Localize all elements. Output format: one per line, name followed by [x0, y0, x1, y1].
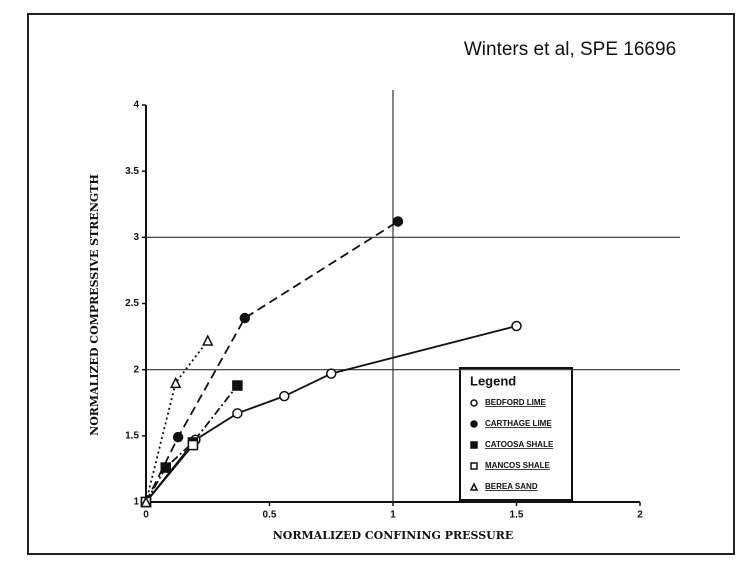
- marker: [469, 482, 479, 491]
- y-tick-label: 2: [133, 364, 139, 375]
- marker: [202, 334, 214, 346]
- marker: [470, 462, 478, 470]
- frame: [27, 13, 735, 555]
- legend-label: MANCOS SHALE: [485, 461, 551, 470]
- x-tick-label: 0: [143, 510, 149, 521]
- x-tick-label: 1: [390, 510, 396, 521]
- marker: [169, 376, 182, 389]
- marker: [232, 380, 243, 391]
- marker: [160, 462, 172, 473]
- legend-box: [459, 367, 573, 501]
- marker: [279, 390, 290, 402]
- x-tick-label: 1.5: [510, 510, 524, 521]
- y-tick-label: 1.5: [125, 430, 139, 441]
- annotation: Winters et al, SPE 16696: [464, 39, 676, 60]
- marker: [511, 320, 522, 332]
- y-tick-label: 4: [133, 100, 139, 111]
- y-tick-label: 3.5: [125, 166, 139, 177]
- marker: [470, 420, 478, 428]
- y-tick-label: 1: [133, 497, 139, 508]
- marker: [392, 216, 404, 227]
- marker: [187, 439, 199, 451]
- series-line: [145, 384, 239, 503]
- x-tick-label: 0.5: [263, 510, 277, 521]
- marker: [140, 495, 152, 508]
- marker: [239, 312, 251, 324]
- marker: [232, 408, 243, 419]
- x-axis-title: NORMALIZED CONFINING PRESSURE: [273, 529, 514, 542]
- legend-label: BEREA SAND: [485, 482, 538, 491]
- marker: [326, 368, 337, 379]
- y-tick-label: 3: [133, 232, 139, 243]
- marker: [470, 399, 478, 407]
- marker: [470, 441, 478, 449]
- series-line: [145, 220, 399, 503]
- series-line: [145, 325, 517, 503]
- legend-title: Legend: [470, 373, 516, 388]
- y-tick-label: 2.5: [125, 298, 139, 309]
- series-line: [145, 340, 209, 503]
- legend-label: BEDFORD LIME: [485, 398, 547, 407]
- legend-label: CATOOSA SHALE: [485, 440, 554, 449]
- x-tick-label: 2: [637, 510, 643, 521]
- series-line: [145, 444, 194, 503]
- y-axis-title: NORMALIZED COMPRESSIVE STRENGTH: [88, 174, 101, 436]
- legend-label: CARTHAGE LIME: [485, 419, 552, 428]
- marker: [172, 431, 184, 443]
